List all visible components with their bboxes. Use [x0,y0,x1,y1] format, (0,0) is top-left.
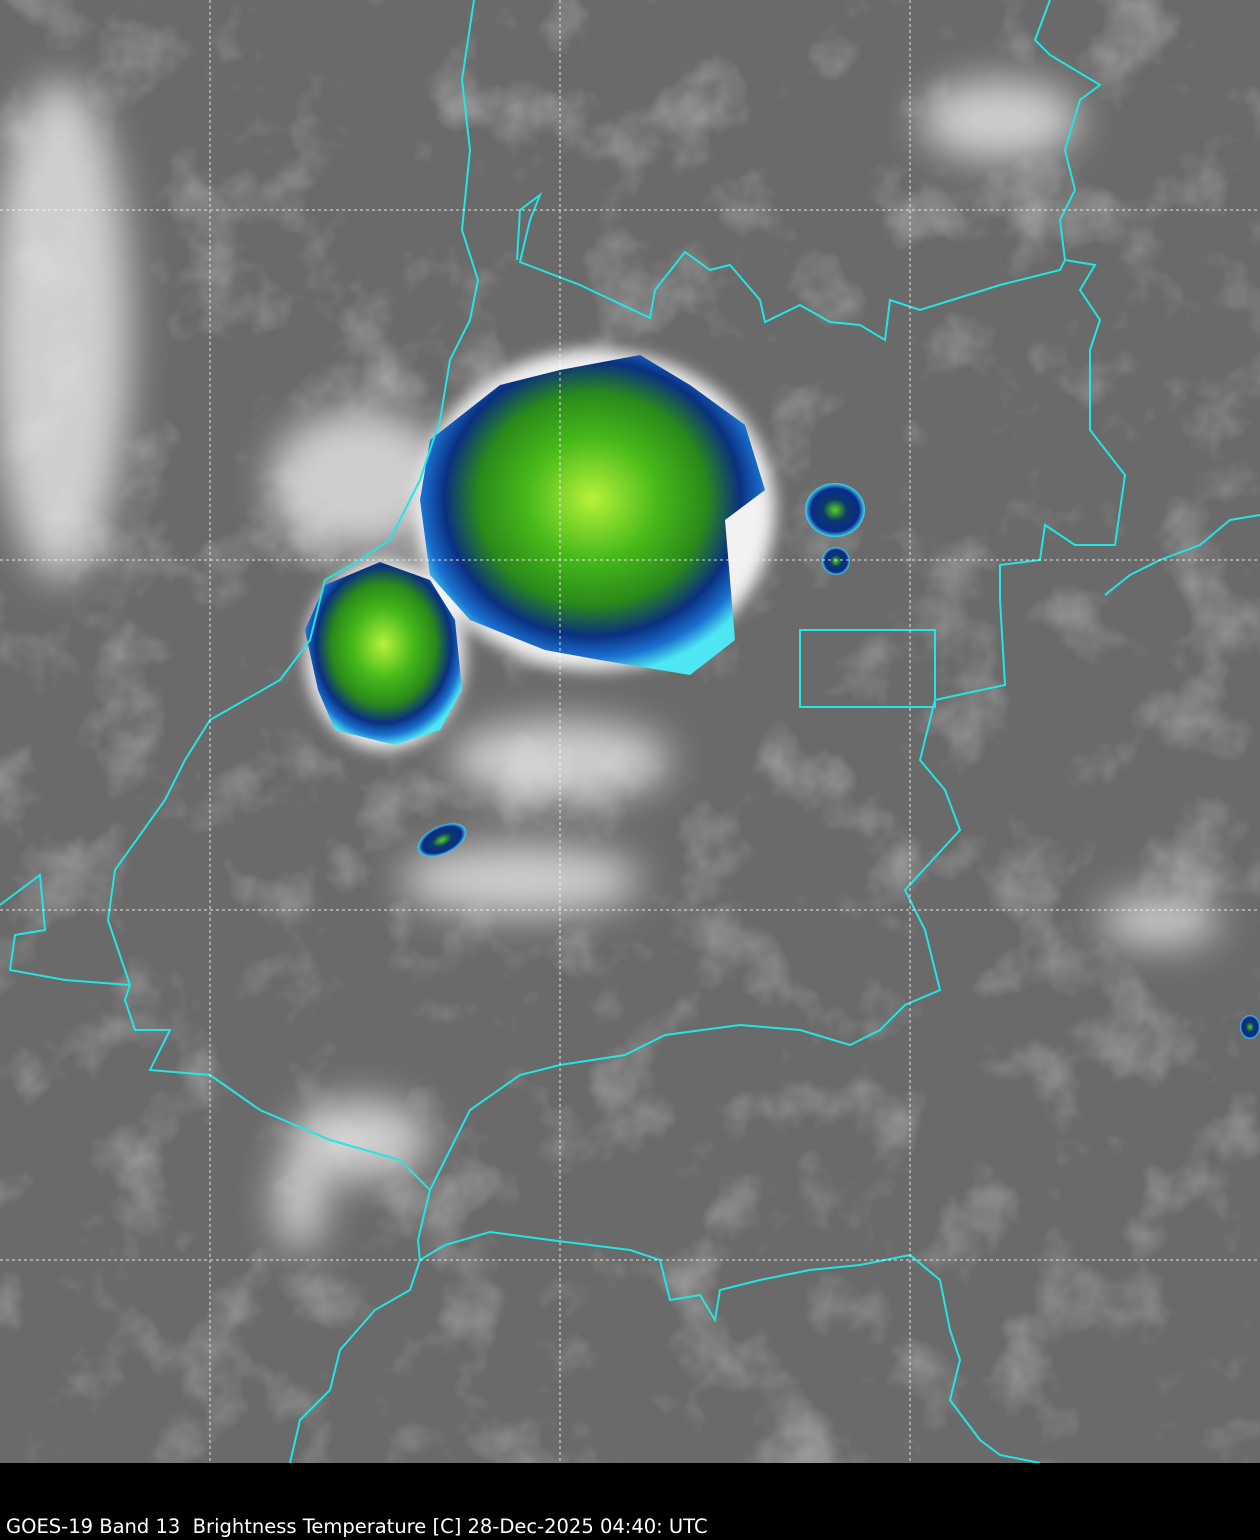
lat-lon-grid [0,0,1260,1463]
storm-east-2 [822,547,850,575]
storm-main [420,355,765,675]
storm-west [305,562,462,745]
storm-east-1 [805,483,865,537]
warm-clouds [0,80,1220,1250]
storm-far-east [1240,1015,1260,1039]
storm-south [417,823,467,857]
satellite-map [0,0,1260,1463]
image-caption: GOES-19 Band 13 Brightness Temperature [… [6,1515,708,1538]
convective-storms [305,355,1260,1039]
